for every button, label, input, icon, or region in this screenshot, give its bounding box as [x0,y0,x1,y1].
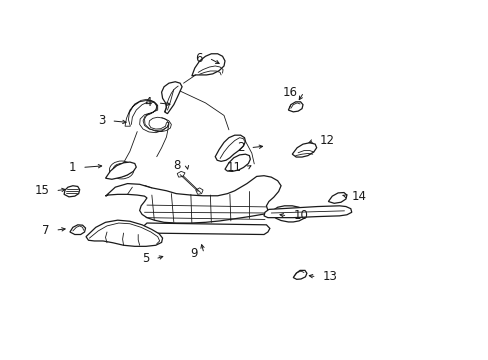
Polygon shape [293,270,306,279]
Polygon shape [224,154,250,171]
Polygon shape [215,135,245,161]
Text: 3: 3 [98,114,105,127]
Polygon shape [328,193,346,203]
Text: 10: 10 [293,210,307,222]
Polygon shape [191,54,224,76]
Polygon shape [161,82,182,114]
Text: 14: 14 [351,190,366,203]
Text: 2: 2 [237,141,244,154]
Polygon shape [105,176,305,223]
Polygon shape [70,225,85,234]
Polygon shape [64,186,80,197]
Text: 12: 12 [320,134,334,147]
Polygon shape [292,143,316,157]
Text: 4: 4 [144,96,152,109]
Polygon shape [288,102,303,112]
Text: 16: 16 [283,86,298,99]
Text: 5: 5 [142,252,149,265]
Text: 13: 13 [322,270,337,283]
Text: 9: 9 [190,247,198,260]
Polygon shape [264,206,351,218]
Polygon shape [143,223,269,234]
Text: 15: 15 [35,184,49,197]
Text: 6: 6 [195,51,203,64]
Text: 1: 1 [69,161,76,174]
Polygon shape [105,162,136,179]
Polygon shape [86,220,162,246]
Text: 8: 8 [173,159,181,172]
Text: 7: 7 [42,224,49,237]
Text: 11: 11 [226,161,242,174]
